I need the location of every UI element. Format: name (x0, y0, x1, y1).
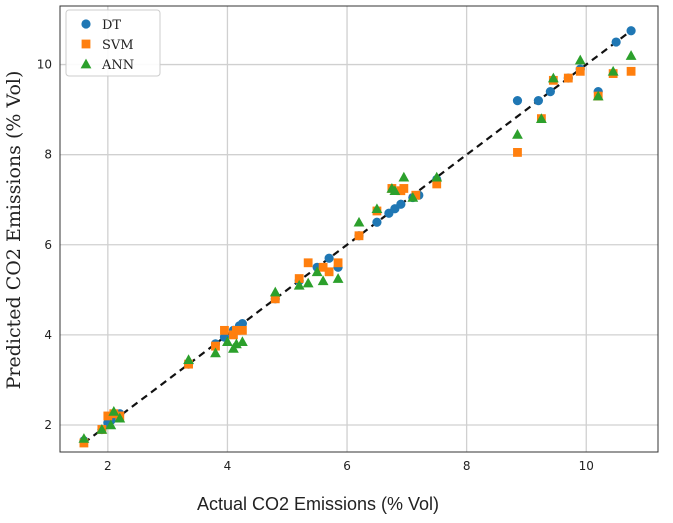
ann-point (535, 113, 547, 123)
legend-item-svm: SVM (81, 38, 134, 53)
ann-point (236, 336, 248, 346)
x-tick-label: 2 (104, 459, 112, 473)
svm-point (184, 359, 193, 369)
ann-point (353, 216, 365, 227)
y-tick-label: 10 (37, 58, 52, 72)
tick-labels: 2 4 6 8 10 2 4 6 8 10 (37, 58, 594, 473)
ann-point (332, 273, 344, 283)
svm-point (432, 179, 442, 189)
legend-label-svm: SVM (102, 38, 134, 53)
reference-line (83, 27, 635, 444)
y-tick-label: 4 (44, 328, 52, 342)
ann-point (398, 171, 410, 182)
ann-point (389, 185, 401, 196)
svm-point (411, 190, 421, 200)
ann-point (625, 50, 637, 60)
y-tick-label: 6 (44, 238, 52, 252)
svm-point (232, 325, 241, 335)
svm-point (324, 267, 334, 277)
svm-point (333, 258, 343, 268)
ann-point (371, 203, 383, 214)
svm-point (563, 73, 573, 83)
legend-marker-dt (81, 19, 91, 29)
dt-point (324, 253, 334, 263)
ann-point (96, 424, 108, 434)
legend-label-dt: DT (102, 18, 121, 33)
x-tick-label: 10 (579, 459, 594, 473)
x-tick-label: 4 (224, 459, 232, 473)
svm-point (79, 438, 89, 448)
svm-point (575, 66, 585, 76)
svm-point (229, 330, 238, 340)
legend-item-ann: ANN (80, 58, 134, 73)
ann-point (105, 419, 117, 430)
ann-point (317, 275, 329, 286)
ann-point (108, 406, 120, 416)
ann-point (293, 279, 305, 290)
svm-point (303, 258, 313, 268)
ann-point (114, 412, 126, 423)
ann-point (512, 128, 523, 139)
svm-point (270, 294, 280, 304)
y-axis-title: Predicted CO2 Emissions (% Vol) (3, 71, 25, 390)
ann-point (574, 54, 586, 65)
plot-frame (59, 5, 659, 453)
data-points (78, 26, 637, 448)
ann-point (311, 266, 323, 277)
svm-point (626, 66, 636, 76)
series-ann (78, 50, 637, 443)
svm-point (294, 274, 304, 283)
svm-point (103, 411, 113, 421)
svm-point (211, 341, 220, 351)
y-tick-label: 2 (44, 418, 52, 432)
legend: DT SVM ANN (65, 9, 161, 77)
dt-point (237, 319, 247, 329)
legend-marker-svm (81, 39, 91, 49)
series-svm (79, 66, 636, 448)
x-axis-title: Actual CO2 Emissions (% Vol) (197, 494, 439, 514)
y-tick-label: 8 (44, 148, 52, 162)
svm-point (513, 148, 522, 157)
ann-point (302, 277, 314, 288)
dt-point (396, 199, 406, 209)
ann-point (78, 433, 90, 443)
ann-point (607, 65, 619, 76)
legend-item-dt: DT (81, 18, 121, 33)
dt-point (545, 86, 555, 97)
svm-point (220, 325, 229, 335)
x-tick-label: 8 (463, 459, 471, 473)
ann-point (222, 336, 233, 346)
ann-point (210, 347, 221, 358)
dt-point (512, 96, 523, 106)
legend-label-ann: ANN (101, 58, 134, 73)
ann-point (407, 192, 419, 202)
x-tick-label: 6 (343, 459, 351, 473)
ann-point (547, 72, 559, 83)
svm-point (354, 231, 364, 241)
svm-point (399, 184, 409, 193)
ann-point (431, 171, 443, 182)
ann-point (269, 286, 281, 297)
dt-point (533, 96, 544, 106)
dt-point (611, 37, 621, 47)
svm-point (318, 262, 328, 272)
dt-point (626, 26, 636, 36)
dt-point (372, 217, 382, 227)
ann-point (183, 354, 194, 364)
ann-point (592, 90, 604, 101)
svm-point (237, 325, 247, 335)
grid (60, 6, 658, 452)
legend-marker-ann (80, 58, 92, 69)
